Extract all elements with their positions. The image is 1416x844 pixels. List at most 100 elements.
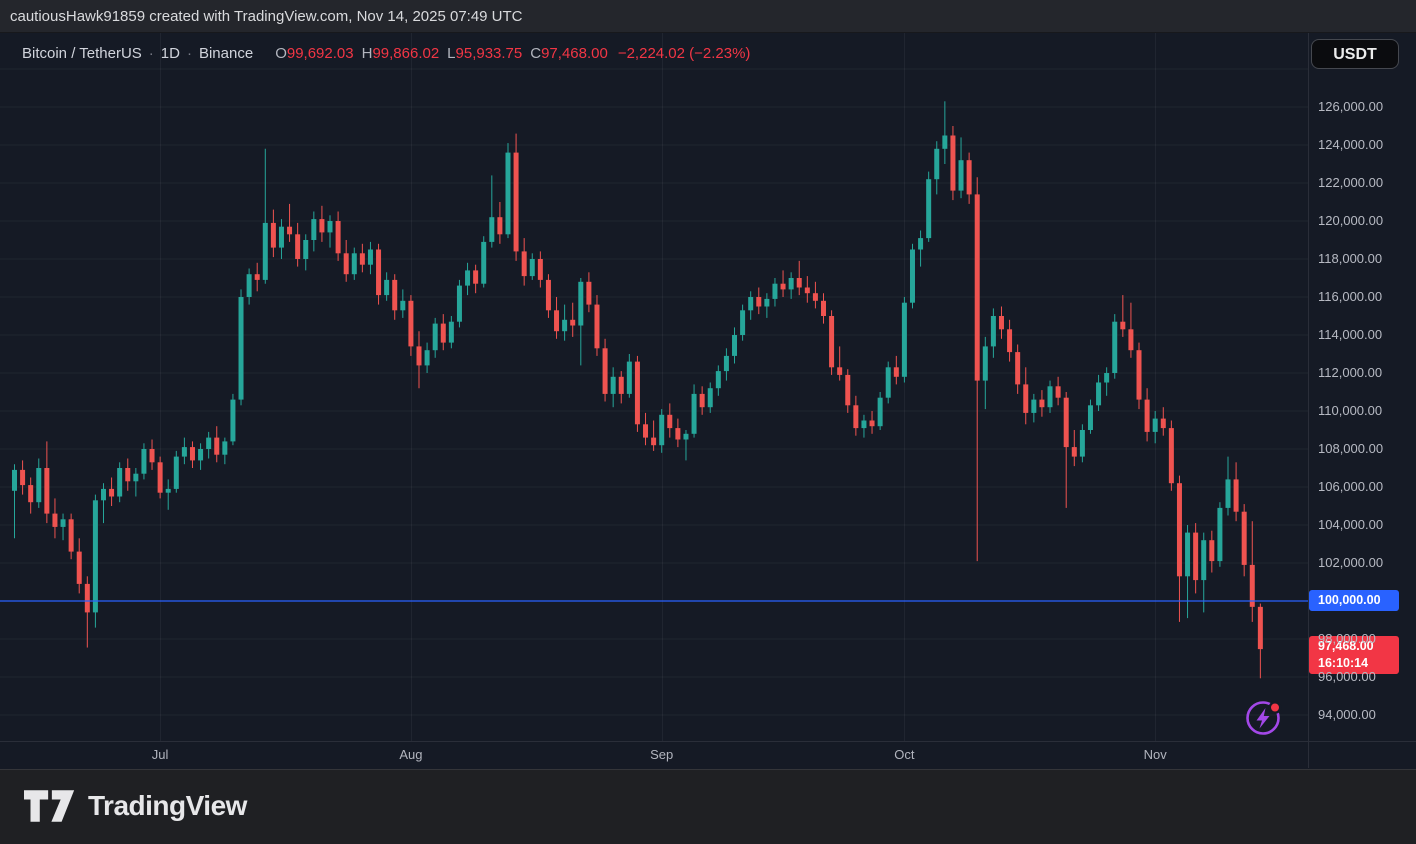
candle bbox=[812, 281, 818, 309]
tradingview-logo-icon bbox=[24, 790, 75, 822]
candle bbox=[699, 386, 705, 415]
candle bbox=[497, 202, 503, 244]
high-label: H bbox=[361, 45, 373, 62]
footer-bar: TradingView bbox=[0, 769, 1416, 844]
candle bbox=[100, 483, 106, 524]
candle bbox=[133, 468, 139, 497]
candle bbox=[1136, 342, 1142, 410]
candle bbox=[626, 354, 632, 398]
time-axis-label: Sep bbox=[650, 747, 674, 762]
candle bbox=[367, 241, 373, 275]
candle bbox=[1193, 523, 1199, 594]
price-tick-label: 122,000.00 bbox=[1318, 175, 1384, 190]
chart-region: Bitcoin / TetherUS · 1D · Binance O99,692.03 H… bbox=[0, 33, 1416, 768]
candle bbox=[448, 316, 454, 349]
candle bbox=[246, 268, 252, 305]
candle bbox=[12, 464, 17, 539]
candle bbox=[278, 219, 284, 259]
symbol-name[interactable]: Bitcoin / TetherUS bbox=[22, 45, 142, 62]
candle bbox=[36, 458, 42, 508]
candle bbox=[1257, 603, 1263, 679]
candle bbox=[473, 264, 479, 294]
candle bbox=[254, 262, 260, 292]
candle bbox=[845, 369, 851, 413]
candle bbox=[893, 355, 899, 385]
low-label: L bbox=[447, 45, 456, 62]
candle bbox=[1031, 393, 1037, 423]
candle bbox=[837, 346, 843, 381]
candle bbox=[287, 203, 293, 242]
candle bbox=[610, 367, 616, 408]
candle bbox=[651, 420, 657, 451]
candle bbox=[311, 211, 317, 252]
candle bbox=[618, 371, 624, 404]
candle bbox=[1249, 521, 1255, 622]
candle bbox=[909, 243, 915, 309]
price-tick-label: 108,000.00 bbox=[1318, 441, 1384, 456]
price-tick-label: 94,000.00 bbox=[1318, 707, 1376, 722]
streak-badge[interactable] bbox=[1243, 697, 1285, 739]
price-tick-label: 116,000.00 bbox=[1318, 289, 1383, 304]
candle bbox=[141, 443, 147, 480]
candle bbox=[327, 215, 333, 248]
candle bbox=[465, 262, 471, 296]
candle bbox=[659, 409, 665, 453]
time-axis[interactable]: Jul Aug Sep Oct Nov bbox=[0, 742, 1308, 768]
last-price-value: 97,468.00 bbox=[1318, 639, 1374, 654]
bar-countdown: 16:10:14 bbox=[1318, 656, 1369, 671]
candle bbox=[732, 327, 738, 364]
candle bbox=[667, 403, 673, 438]
exchange-label[interactable]: Binance bbox=[198, 45, 254, 62]
candle bbox=[1071, 430, 1077, 467]
candle bbox=[1241, 504, 1247, 577]
price-tick-label: 110,000.00 bbox=[1318, 403, 1383, 418]
candle bbox=[529, 253, 535, 280]
candle bbox=[400, 289, 406, 318]
candle bbox=[384, 272, 390, 301]
candle bbox=[416, 331, 422, 389]
candle bbox=[974, 177, 980, 562]
time-axis-label: Oct bbox=[894, 747, 915, 762]
open-label: O bbox=[275, 45, 287, 62]
candle bbox=[303, 234, 309, 271]
candle bbox=[1023, 367, 1029, 425]
axis-separator-vertical bbox=[1308, 33, 1309, 768]
candle bbox=[950, 126, 956, 201]
candle bbox=[1185, 525, 1191, 619]
price-tick-label: 120,000.00 bbox=[1318, 213, 1384, 228]
candle bbox=[149, 439, 155, 470]
candle bbox=[634, 355, 640, 432]
candle bbox=[537, 251, 543, 288]
candle bbox=[60, 513, 66, 541]
candle bbox=[1144, 388, 1150, 442]
candle bbox=[1233, 462, 1239, 522]
tradingview-logo[interactable]: TradingView bbox=[24, 789, 247, 823]
candle bbox=[796, 260, 802, 296]
time-axis-label: Nov bbox=[1143, 747, 1167, 762]
candle bbox=[76, 538, 82, 594]
candle bbox=[578, 278, 584, 366]
candle bbox=[20, 460, 26, 495]
candle bbox=[189, 441, 195, 468]
candle bbox=[934, 141, 940, 195]
candle bbox=[165, 479, 171, 510]
candle bbox=[1015, 344, 1021, 394]
candle bbox=[740, 304, 746, 341]
candle bbox=[173, 450, 179, 493]
candle bbox=[1217, 502, 1223, 567]
candle bbox=[998, 306, 1004, 339]
candle bbox=[319, 205, 325, 242]
candle bbox=[804, 276, 810, 303]
candlestick-plot[interactable] bbox=[0, 33, 1308, 741]
price-axis[interactable]: 100,000.00 97,468.00 16:10:14 126,000.00… bbox=[1309, 33, 1416, 741]
candle bbox=[861, 414, 867, 438]
tradingview-brand-text: TradingView bbox=[88, 790, 247, 821]
currency-toggle-button[interactable]: USDT bbox=[1311, 39, 1399, 69]
candle bbox=[723, 348, 729, 381]
candle bbox=[1201, 532, 1207, 613]
candle bbox=[424, 342, 430, 373]
candle bbox=[262, 148, 268, 284]
interval-label[interactable]: 1D bbox=[160, 45, 180, 62]
candle bbox=[52, 498, 58, 539]
